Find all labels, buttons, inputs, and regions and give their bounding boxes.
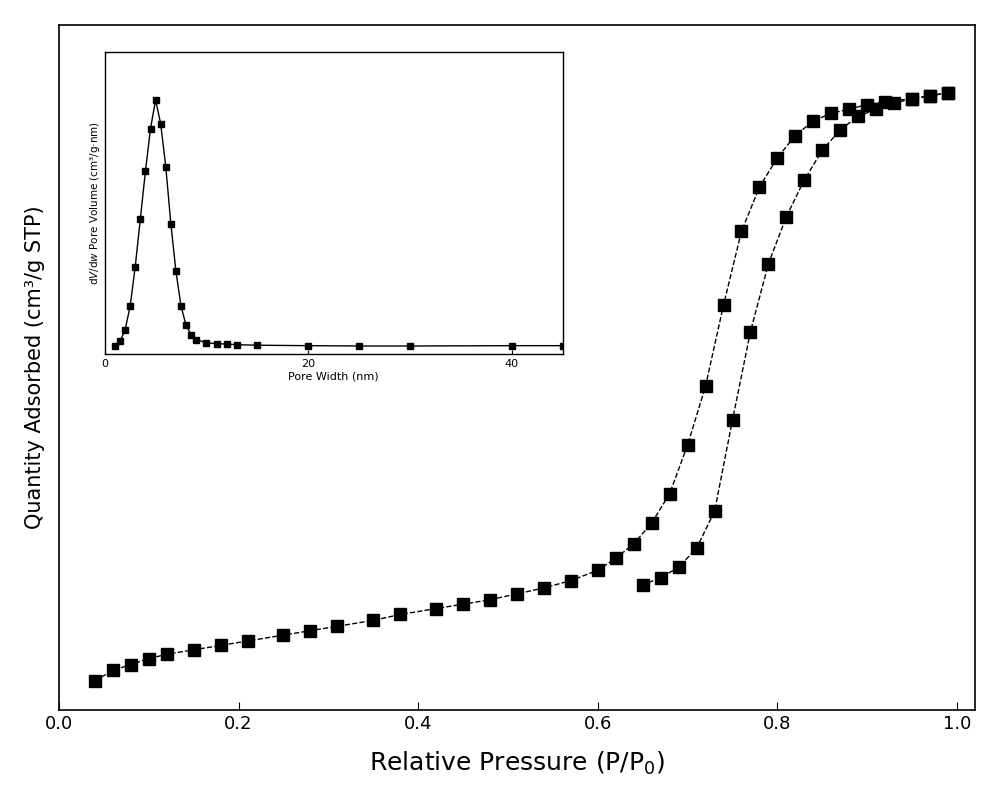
Y-axis label: Quantity Adsorbed (cm³/g STP): Quantity Adsorbed (cm³/g STP) xyxy=(25,206,45,529)
X-axis label: Relative Pressure (P/P$_0$): Relative Pressure (P/P$_0$) xyxy=(369,750,665,777)
